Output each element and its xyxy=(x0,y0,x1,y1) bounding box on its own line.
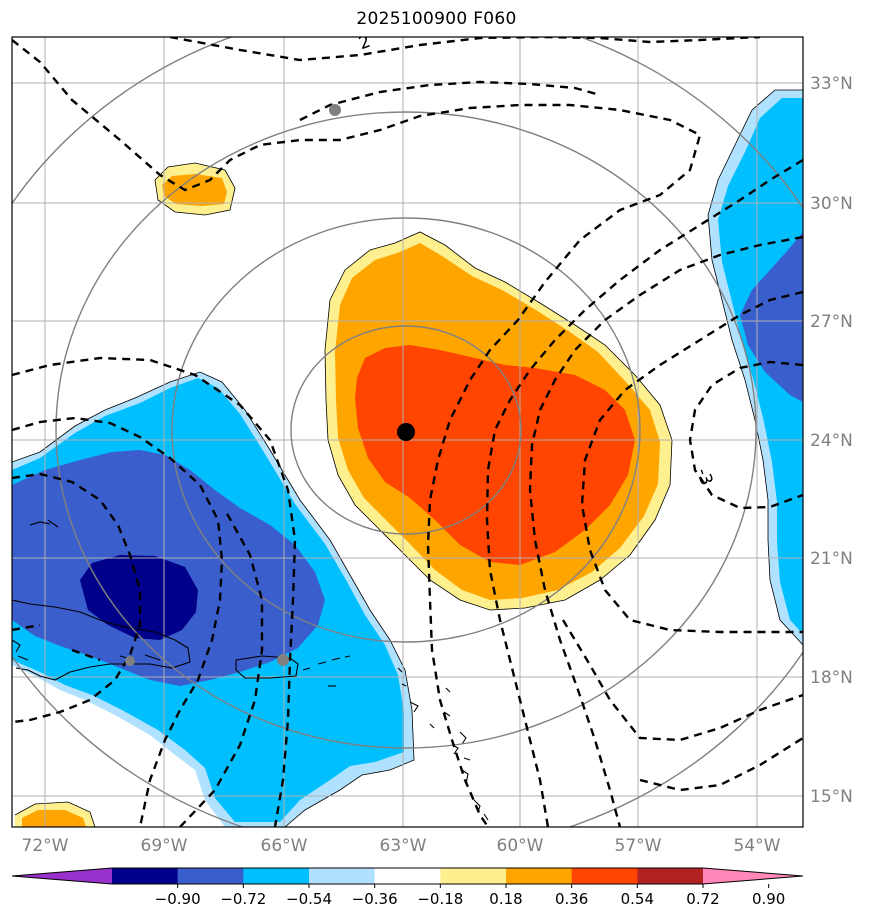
lon-label: 69°W xyxy=(141,836,188,856)
lat-label: 30°N xyxy=(810,194,853,214)
puerto-rico-coast xyxy=(235,655,299,679)
contour-label-2: 2 xyxy=(356,32,373,54)
coastlines xyxy=(12,519,489,821)
negative-anomaly-east xyxy=(708,90,803,645)
plot-frame xyxy=(11,36,804,828)
colorbar-tick-label: 0.90 xyxy=(752,890,785,908)
hispaniola-coast xyxy=(12,599,191,681)
fill-outlines xyxy=(12,89,803,827)
dashed-contours xyxy=(12,37,803,827)
fill-pos-054 xyxy=(355,345,635,565)
colorbar-segment xyxy=(637,868,704,884)
lat-label: 27°N xyxy=(810,312,853,332)
lon-label: 54°W xyxy=(734,836,781,856)
contour-labels: 2 -3 xyxy=(356,32,717,488)
negative-anomaly-west xyxy=(12,372,414,827)
fill-east-neg-036 xyxy=(718,98,803,634)
fill-north-pos-036 xyxy=(162,174,227,206)
colorbar-segment xyxy=(243,868,310,884)
colorbar-tick-label: 0.18 xyxy=(489,890,522,908)
latitude-labels: 33°N 30°N 27°N 24°N 21°N 18°N 15°N xyxy=(810,74,853,807)
colorbar-segment xyxy=(309,868,376,884)
colorbar-extend-high xyxy=(703,868,803,884)
lon-label: 72°W xyxy=(22,836,69,856)
positive-anomaly-small xyxy=(15,163,235,827)
lat-label: 33°N xyxy=(810,74,853,94)
lat-label: 18°N xyxy=(810,668,853,688)
lat-label: 21°N xyxy=(810,549,853,569)
colorbar-tick-label: −0.18 xyxy=(417,890,463,908)
colorbar-segment xyxy=(112,868,179,884)
storm-center-marker xyxy=(397,423,415,441)
colorbar-tick-label: −0.72 xyxy=(220,890,266,908)
colorbar-segment xyxy=(374,868,441,884)
map-title: 2025100900 F060 xyxy=(356,9,517,29)
colorbar-segment xyxy=(440,868,507,884)
colorbar: −0.90 −0.72 −0.54 −0.36 −0.18 0.18 0.36 0.54 0.7… xyxy=(11,867,804,908)
range-rings xyxy=(12,37,803,827)
lon-label: 66°W xyxy=(261,836,308,856)
colorbar-tick-label: −0.36 xyxy=(352,890,398,908)
lat-label: 15°N xyxy=(810,787,853,807)
colorbar-segment xyxy=(571,868,638,884)
colorbar-tick-label: −0.90 xyxy=(155,890,201,908)
lon-label: 57°W xyxy=(615,836,662,856)
lon-label: 63°W xyxy=(380,836,427,856)
contour-label-neg3: -3 xyxy=(692,465,717,488)
markers xyxy=(125,104,415,666)
colorbar-tick-label: 0.54 xyxy=(621,890,654,908)
fill-sw-pos-036 xyxy=(22,810,86,827)
colorbar-outline xyxy=(11,867,804,885)
lon-label: 60°W xyxy=(497,836,544,856)
colorbar-tick-label: 0.72 xyxy=(686,890,719,908)
lat-label: 24°N xyxy=(810,431,853,451)
longitude-labels: 72°W 69°W 66°W 63°W 60°W 57°W 54°W xyxy=(22,836,781,856)
colorbar-extend-low xyxy=(12,868,112,884)
colorbar-segment xyxy=(177,868,244,884)
colorbar-segment xyxy=(506,868,573,884)
station-marker xyxy=(277,654,289,666)
station-marker xyxy=(125,656,135,666)
colorbar-tick-label: 0.36 xyxy=(555,890,588,908)
colorbar-tick-label: −0.54 xyxy=(286,890,332,908)
station-marker xyxy=(329,104,341,116)
map-plot-area: 2 -3 xyxy=(12,32,803,827)
fill-east-neg-054 xyxy=(740,232,803,402)
